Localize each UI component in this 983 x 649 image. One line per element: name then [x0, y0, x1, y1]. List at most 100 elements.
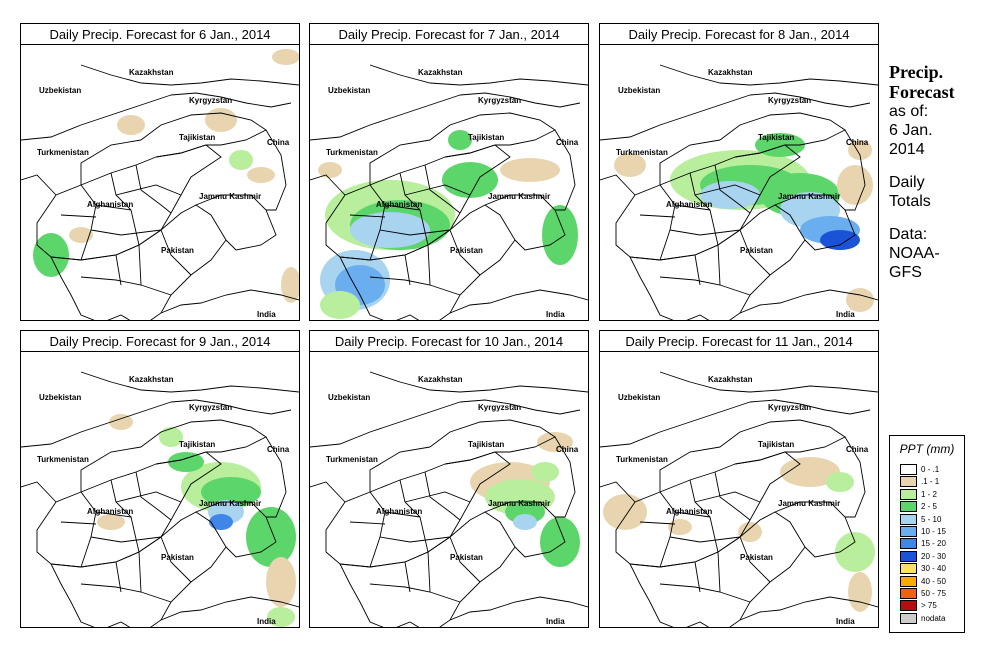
border-line: [138, 551, 142, 593]
map-label: Jammu Kashmir: [488, 499, 550, 508]
map-label: Turkmenistan: [326, 455, 378, 464]
map-label: Pakistan: [161, 553, 194, 562]
country-borders: [600, 64, 878, 320]
border-line: [369, 139, 431, 185]
border-line: [138, 244, 142, 286]
border-line: [717, 551, 721, 593]
map-label: Pakistan: [740, 553, 773, 562]
border-line: [714, 471, 751, 521]
precip-area: [209, 514, 233, 530]
legend-label: nodata: [921, 613, 946, 623]
border-line: [170, 399, 292, 415]
map-label: Uzbekistan: [618, 393, 660, 402]
map-label: Jammu Kashmir: [199, 192, 261, 201]
border-line: [95, 204, 132, 211]
map-label: India: [546, 310, 565, 319]
border-line: [404, 254, 411, 286]
precip-area: [835, 532, 875, 572]
legend-label: 5 - 10: [921, 514, 942, 524]
legend-swatch: [900, 513, 917, 525]
info-data-line2: NOAA-: [889, 245, 940, 262]
border-line: [369, 371, 588, 393]
border-line: [135, 164, 172, 214]
border-line: [774, 501, 856, 558]
border-line: [739, 289, 878, 314]
legend-item: 1 - 2: [900, 488, 962, 500]
legend-swatch: [900, 488, 917, 500]
map-label: Tajikistan: [468, 133, 504, 142]
border-line: [115, 491, 182, 503]
map-label: Kyrgyzstan: [768, 96, 811, 105]
precip-area: [267, 607, 295, 627]
border-line: [554, 436, 576, 518]
border-line: [659, 276, 751, 296]
border-line: [669, 536, 741, 543]
map-label: Kazakhstan: [418, 68, 463, 77]
precip-area: [603, 494, 647, 530]
legend-item: 10 - 15: [900, 526, 962, 537]
legend-label: 30 - 40: [921, 564, 946, 574]
precip-area: [700, 181, 760, 209]
border-line: [60, 521, 97, 525]
precip-area: [97, 514, 125, 530]
border-line: [449, 289, 588, 314]
legend-item: 0 - .1: [900, 464, 962, 475]
border-line: [384, 204, 421, 211]
map-label: Tajikistan: [179, 133, 215, 142]
map-label: Tajikistan: [468, 440, 504, 449]
forecast-panel-9-jan: Daily Precip. Forecast for 9 Jan., 2014 …: [20, 330, 300, 628]
border-line: [449, 536, 481, 583]
precip-area: [846, 288, 874, 312]
precip-area: [826, 472, 854, 492]
map-label: China: [846, 138, 869, 147]
precip-area: [542, 205, 578, 265]
map-label: Afghanistan: [376, 507, 422, 516]
legend-item: 5 - 10: [900, 513, 962, 525]
border-line: [404, 561, 411, 593]
border-line: [384, 511, 421, 518]
border-line: [427, 244, 431, 286]
map-label: Jammu Kashmir: [199, 499, 261, 508]
legend-item: 30 - 40: [900, 563, 962, 575]
border-line: [659, 583, 751, 603]
info-date-line1: 6 Jan.: [889, 122, 933, 139]
border-line: [739, 536, 771, 583]
border-line: [21, 401, 172, 448]
precip-area: [848, 572, 872, 612]
border-line: [714, 164, 751, 214]
map-label: Turkmenistan: [326, 148, 378, 157]
legend-label: 50 - 75: [921, 589, 946, 598]
precip-field: [33, 49, 299, 303]
legend-swatch: [900, 526, 917, 537]
map-label: China: [556, 138, 579, 147]
map-label: Kyrgyzstan: [189, 96, 232, 105]
legend-item: .1 - 1: [900, 476, 962, 488]
precip-area: [247, 167, 275, 183]
forecast-map: Kazakhstan Uzbekistan Kyrgyzstan Tajikistan…: [599, 44, 879, 321]
border-line: [600, 174, 636, 196]
border-line: [310, 401, 461, 448]
legend-swatch: [900, 538, 917, 550]
precip-area: [540, 517, 580, 567]
border-line: [90, 229, 162, 236]
legend-label: 1 - 2: [921, 489, 938, 499]
border-line: [379, 536, 451, 543]
forecast-panel-11-jan: Daily Precip. Forecast for 11 Jan., 2014…: [599, 330, 879, 628]
border-line: [669, 229, 741, 236]
legend-item: 40 - 50: [900, 575, 962, 587]
border-line: [739, 596, 878, 621]
map-label: Kyrgyzstan: [478, 403, 521, 412]
border-line: [694, 561, 701, 593]
border-line: [369, 276, 461, 296]
info-title-line2: Forecast: [889, 82, 955, 102]
precip-area: [448, 130, 472, 150]
map-label: Uzbekistan: [39, 86, 81, 95]
forecast-map: Kazakhstan Uzbekistan Kyrgyzstan Tajikistan…: [309, 44, 589, 321]
precip-area: [780, 457, 840, 487]
precip-area: [272, 49, 299, 65]
border-line: [90, 536, 162, 543]
border-line: [369, 583, 461, 603]
border-line: [110, 172, 140, 246]
border-line: [694, 491, 761, 503]
legend-swatch: [900, 476, 917, 488]
